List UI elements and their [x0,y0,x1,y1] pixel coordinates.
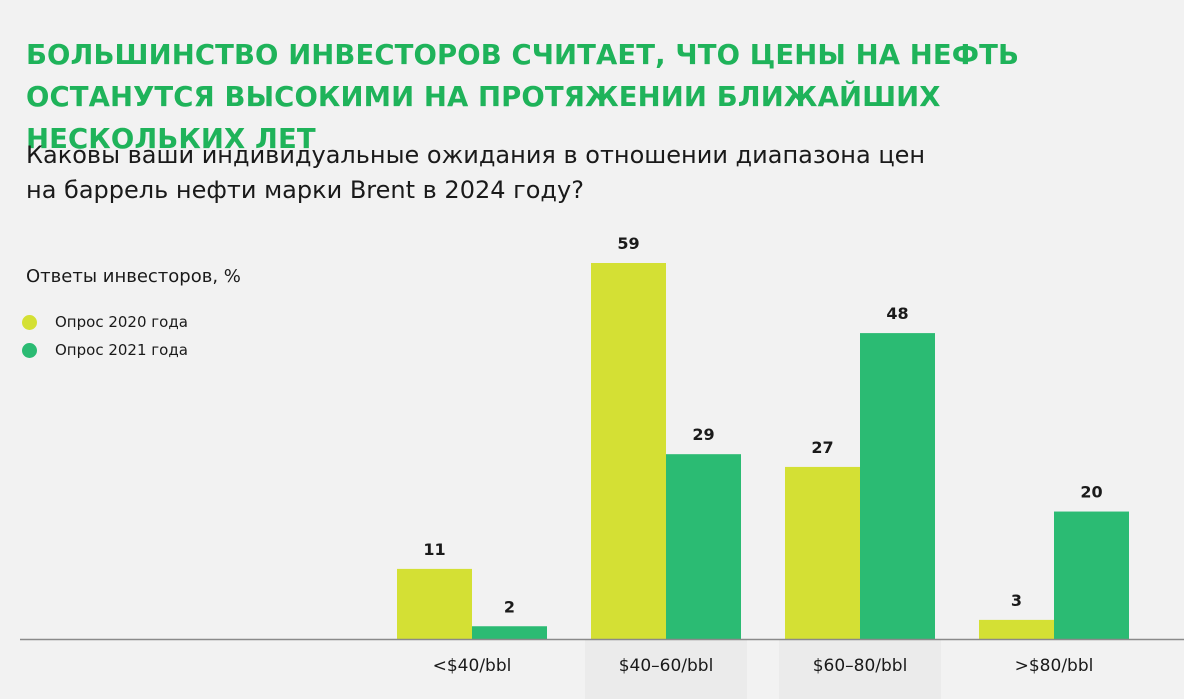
bar-value-label: 11 [423,540,445,559]
bar-value-label: 48 [886,304,908,323]
legend-swatch-2020 [22,314,37,330]
bar-2021-0 [472,626,547,639]
x-tick-label: <$40/bbl [433,656,512,676]
legend: Опрос 2020 года Опрос 2021 года [22,308,188,364]
bar-value-label: 27 [811,438,833,457]
legend-swatch-2021 [22,342,37,358]
bar-value-label: 20 [1080,483,1102,502]
bar-2020-3 [979,619,1054,639]
x-tick-label: $60–80/bbl [813,656,908,676]
bar-value-label: 29 [692,425,714,444]
bar-2020-0 [397,568,472,639]
chart-title: БОЛЬШИНСТВО ИНВЕСТОРОВ СЧИТАЕТ, ЧТО ЦЕНЫ… [26,39,1020,155]
legend-label-2020: Опрос 2020 года [55,313,188,331]
category-band [585,640,747,699]
x-tick-label: >$80/bbl [1015,656,1094,676]
category-band [779,640,941,699]
bar-2021-3 [1054,511,1129,639]
chart-subtitle: Каковы ваши индивидуальные ожидания в от… [26,141,926,204]
bar-2020-2 [785,466,860,639]
y-axis-label: Ответы инвесторов, % [26,266,241,287]
bar-2021-1 [666,454,741,639]
legend-item-2021: Опрос 2021 года [22,336,188,364]
bar-2021-2 [860,333,935,639]
bar-2020-1 [591,263,666,639]
legend-label-2021: Опрос 2021 года [55,341,188,359]
bar-value-label: 2 [504,597,515,616]
legend-item-2020: Опрос 2020 года [22,308,188,336]
bar-value-label: 59 [617,234,639,253]
bar-value-label: 3 [1011,591,1022,610]
x-tick-label: $40–60/bbl [619,656,714,676]
